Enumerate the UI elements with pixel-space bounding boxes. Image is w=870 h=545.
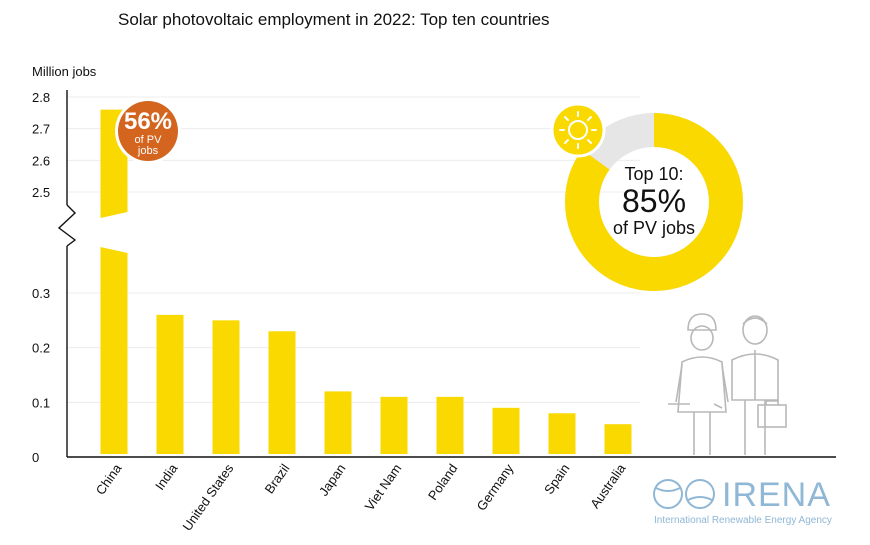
y-tick-label: 0.1 (32, 395, 50, 410)
y-axis-label: Million jobs (32, 64, 97, 79)
sun-icon (550, 102, 606, 158)
donut-label-bottom: of PV jobs (613, 218, 695, 238)
y-tick-label: 2.6 (32, 153, 50, 168)
donut-label-value: 85% (622, 183, 686, 219)
badge-line2: of PV (135, 134, 163, 146)
china-share-badge: 56% of PV jobs (115, 98, 181, 164)
irena-logo-mark (653, 479, 715, 509)
x-tick-label: Germany (474, 461, 517, 514)
badge-percent: 56% (124, 108, 172, 135)
y-tick-label: 2.8 (32, 90, 50, 105)
y-tick-label: 0.3 (32, 286, 50, 301)
bar (100, 247, 128, 454)
bar (492, 407, 520, 454)
bar (156, 314, 184, 454)
x-tick-label: Brazil (262, 461, 293, 496)
badge-line3: jobs (137, 145, 159, 157)
irena-logo-text: IRENA (722, 476, 831, 514)
bar (548, 413, 576, 454)
bar (380, 396, 408, 454)
x-tick-label: Japan (316, 461, 349, 499)
y-tick-label: 0 (32, 450, 39, 465)
donut-share (565, 113, 743, 291)
irena-logo-subtitle: International Renewable Energy Agency (654, 515, 832, 526)
x-tick-label: United States (179, 461, 236, 534)
x-tick-label: Poland (425, 461, 461, 503)
bar (604, 424, 632, 454)
bar (436, 396, 464, 454)
x-tick-label: India (152, 460, 181, 492)
y-tick-label: 2.7 (32, 122, 50, 137)
top10-donut (565, 113, 743, 291)
bar (212, 320, 240, 454)
y-tick-label: 0.2 (32, 341, 50, 356)
worker-woman-icon (668, 313, 729, 455)
y-tick-label: 2.5 (32, 185, 50, 200)
worker-man-icon (731, 315, 787, 455)
x-tick-label: Australia (587, 460, 629, 511)
bar (268, 331, 296, 454)
axes (57, 90, 836, 458)
bar (324, 391, 352, 454)
chart-title: Solar photovoltaic employment in 2022: T… (118, 10, 550, 29)
y-ticks: 0 0.1 0.2 0.3 2.5 2.6 2.7 2.8 (32, 90, 50, 465)
y-axis-break (57, 204, 77, 247)
x-tick-label: Viet Nam (362, 461, 405, 513)
bars (100, 109, 632, 454)
x-tick-label: China (93, 460, 125, 497)
x-tick-label: Spain (541, 461, 572, 497)
donut-label-top: Top 10: (624, 164, 683, 184)
